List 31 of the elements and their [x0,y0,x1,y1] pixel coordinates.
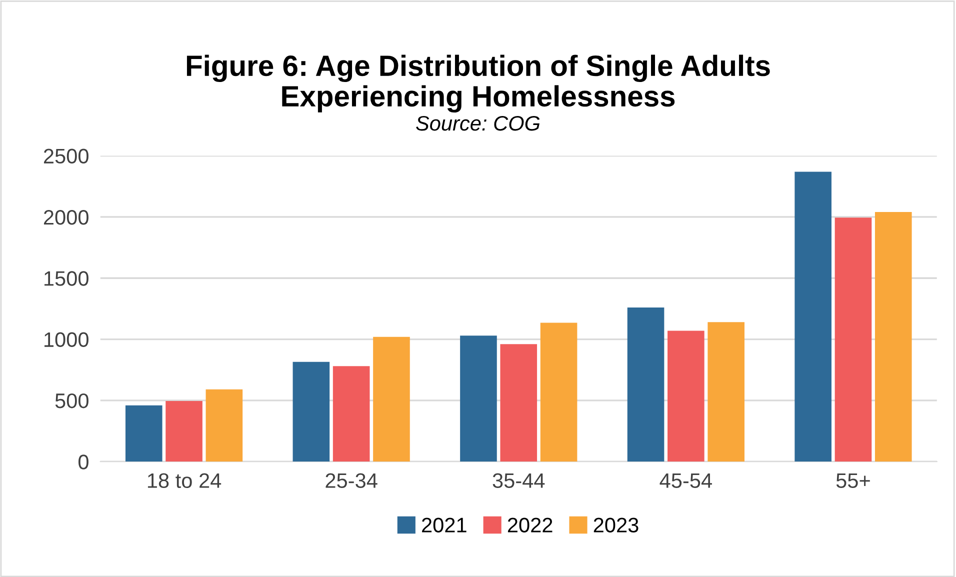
legend-label: 2021 [422,518,466,532]
bar [627,307,664,462]
y-tick-label: 2000 [44,210,88,225]
y-tick-label: 0 [78,454,88,470]
x-tick-label: 25-34 [326,473,378,488]
y-tick-label: 1000 [44,332,88,348]
chart-title: Figure 6: Age Distribution of Single Adults Experiencing Homelessness [186,54,770,113]
y-tick-label: 2500 [44,148,88,164]
x-tick-label: 45-54 [660,473,712,488]
bar [292,362,330,462]
y-tick-label: 500 [55,393,88,408]
bar [460,336,497,462]
x-tick-label: 18 to 24 [148,473,222,488]
bar [206,389,243,462]
bar [708,322,744,462]
y-tick-label: 1500 [44,271,88,286]
legend-label: 2023 [594,518,638,532]
bar [874,212,912,462]
bar [125,405,162,462]
x-tick-label: 35-44 [492,473,545,488]
chart-subtitle: Source: COG [416,116,540,131]
bar [668,330,704,462]
bar [332,366,370,462]
bar [834,218,872,462]
bar [540,322,578,462]
bar [373,336,410,462]
x-tick-label: 55+ [836,473,870,488]
bar [794,172,832,462]
bar [500,344,538,462]
legend-label: 2022 [508,518,552,532]
bar [166,401,202,462]
